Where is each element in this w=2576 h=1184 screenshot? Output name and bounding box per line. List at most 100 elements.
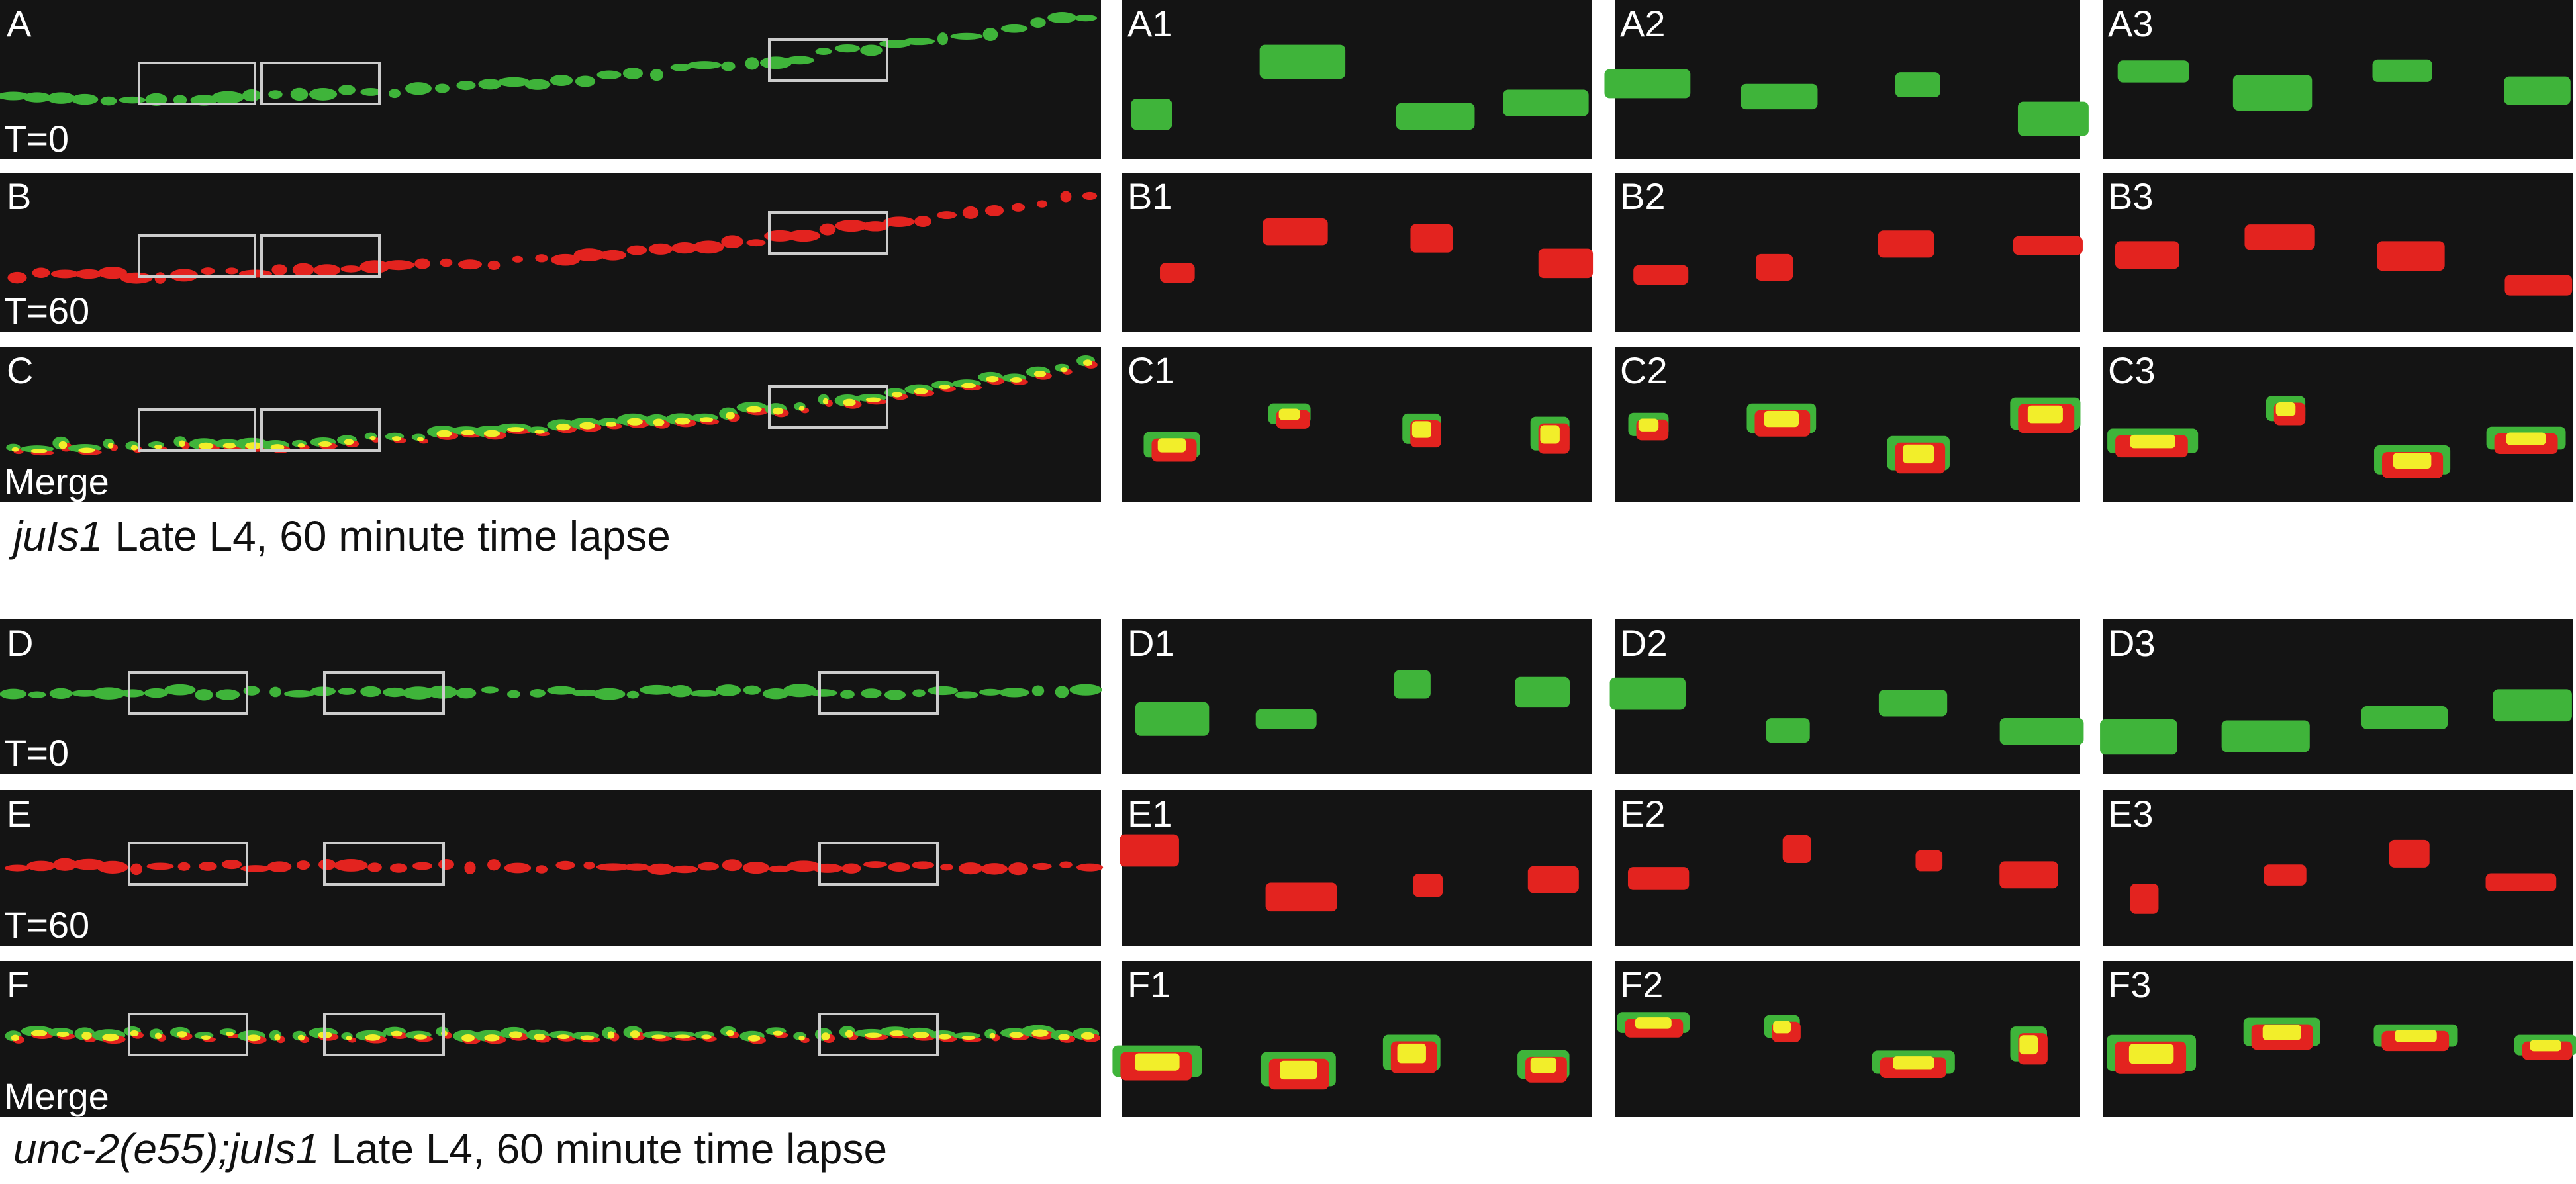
puncta [478,79,502,90]
puncta [2504,275,2573,296]
puncta [835,220,868,232]
puncta [605,421,617,427]
puncta [624,863,650,871]
puncta [2377,241,2445,271]
puncta [1627,867,1690,890]
puncta [309,88,338,101]
roi-box [260,62,381,105]
puncta [1009,1032,1024,1038]
puncta [1540,425,1560,444]
puncta [1609,677,1686,710]
puncta [1503,89,1589,116]
puncta [986,376,999,383]
puncta [1604,69,1691,99]
puncta [81,1032,92,1040]
puncta [787,860,821,872]
inset-label: F3 [2108,964,2151,1005]
puncta [535,254,548,263]
puncta [579,422,595,430]
puncta [1058,1034,1070,1040]
puncta [1773,1021,1791,1034]
puncta [290,87,309,101]
puncta [914,216,931,227]
puncta [822,398,829,405]
puncta [177,862,191,871]
puncta [2493,689,2572,722]
puncta [982,28,998,41]
panel [0,619,1101,774]
inset [1615,961,2080,1117]
puncta [414,1034,427,1040]
puncta [1638,418,1659,432]
puncta [840,690,855,699]
puncta [497,77,530,87]
inset-label: A1 [1127,3,1173,44]
puncta [626,245,647,255]
puncta [721,61,736,71]
puncta [484,1034,500,1042]
roi-box [260,408,381,452]
puncta [575,75,596,87]
puncta [593,688,626,700]
puncta [583,861,595,870]
puncta [369,435,376,441]
inset-label: D3 [2108,622,2156,664]
puncta [164,684,196,696]
puncta [23,92,52,103]
puncta [2244,224,2315,250]
puncta [512,255,524,263]
puncta [653,418,665,426]
puncta [340,265,361,273]
puncta [201,1035,211,1040]
puncta [2027,405,2063,424]
puncta [1082,191,1098,201]
inset-label: B1 [1127,175,1173,217]
puncta [773,1030,783,1036]
puncta [961,383,976,388]
puncta [1074,14,1097,22]
inset-label: B2 [1620,175,1666,217]
puncta [198,442,214,450]
panel-label: F [7,964,29,1005]
puncta [1263,218,1328,246]
puncta [912,861,934,870]
puncta [745,57,759,70]
puncta [888,862,910,872]
puncta [556,423,571,431]
puncta [1047,12,1076,24]
puncta [211,91,244,104]
puncta [1060,367,1068,373]
puncta [675,417,691,425]
puncta [699,417,714,423]
panel-label: C [7,349,33,391]
puncta [647,863,675,875]
puncta [722,859,743,872]
puncta [937,32,949,46]
puncta [687,61,722,69]
puncta [1999,861,2058,889]
puncta [119,96,146,104]
inset-label: C2 [1620,349,1668,391]
roi-box [128,671,248,715]
puncta [936,211,957,220]
inset [1615,619,2080,774]
puncta [271,264,287,276]
caption: unc-2(e55);juIs1 Late L4, 60 minute time … [13,1125,887,1173]
inset-label: F2 [1620,964,1663,1005]
puncta [884,690,906,700]
roi-box [128,842,248,886]
puncta [812,863,843,873]
roi-box [818,1013,939,1056]
puncta [1036,200,1048,208]
puncta [2130,434,2175,449]
roi-box [260,234,381,278]
puncta [313,264,341,276]
puncta [726,1030,735,1036]
puncta [1076,863,1104,872]
puncta [56,1031,70,1038]
puncta [28,691,46,698]
puncta [1131,99,1172,130]
puncta [939,384,951,390]
puncta [2013,236,2083,255]
